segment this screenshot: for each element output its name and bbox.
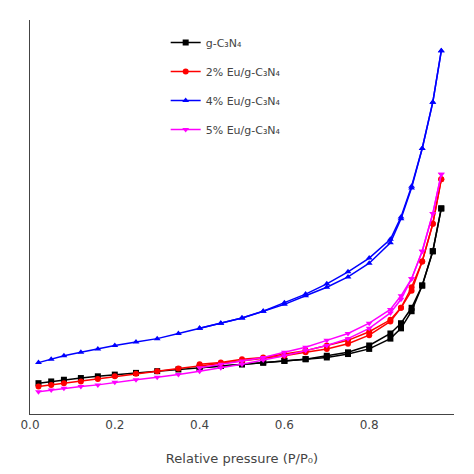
- svg-text:0.4: 0.4: [190, 418, 209, 432]
- svg-text:5% Eu/g-C₃N₄: 5% Eu/g-C₃N₄: [206, 124, 281, 137]
- svg-text:4% Eu/g-C₃N₄: 4% Eu/g-C₃N₄: [206, 95, 281, 108]
- svg-text:0.0: 0.0: [20, 418, 39, 432]
- svg-text:2% Eu/g-C₃N₄: 2% Eu/g-C₃N₄: [206, 66, 281, 79]
- svg-text:0.6: 0.6: [275, 418, 294, 432]
- svg-text:Relative pressure (P/P₀): Relative pressure (P/P₀): [166, 451, 318, 466]
- svg-text:0.2: 0.2: [105, 418, 124, 432]
- svg-text:0.8: 0.8: [360, 418, 379, 432]
- svg-text:g-C₃N₄: g-C₃N₄: [206, 37, 242, 50]
